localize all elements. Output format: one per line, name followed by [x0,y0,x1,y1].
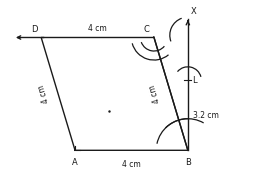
Text: 4 cm: 4 cm [147,84,161,104]
Text: C: C [143,25,149,34]
Text: B: B [184,158,190,167]
Text: X: X [190,7,196,16]
Text: L: L [192,76,196,85]
Text: D: D [31,25,38,34]
Text: 4 cm: 4 cm [88,24,107,33]
Text: 4 cm: 4 cm [37,84,51,104]
Text: 3.2 cm: 3.2 cm [193,111,218,120]
Text: 4 cm: 4 cm [122,160,140,169]
Text: A: A [72,158,78,167]
